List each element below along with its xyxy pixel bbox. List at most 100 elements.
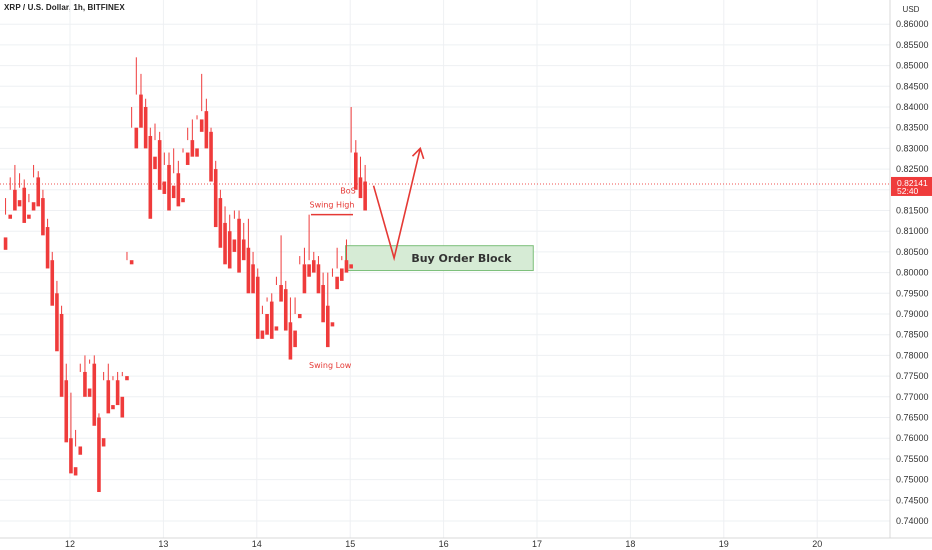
candle[interactable] [293,297,297,348]
candle[interactable] [213,160,218,228]
candle[interactable] [153,123,157,170]
candle[interactable] [260,305,265,339]
candle[interactable] [288,297,293,360]
candle[interactable] [115,371,120,406]
candle[interactable] [265,297,269,335]
candle[interactable] [134,57,139,149]
price-tick-label: 0.78500 [896,330,929,340]
candle[interactable] [106,363,111,414]
candle[interactable] [176,160,181,207]
price-axis-bg[interactable] [890,0,932,550]
candle-body [31,202,36,211]
candle[interactable] [129,107,134,265]
candle[interactable] [344,239,349,273]
candle[interactable] [354,140,358,190]
time-axis-ticks: 12 13 14 15 16 17 18 19 20 [65,539,822,549]
candle[interactable] [185,127,190,165]
candle[interactable] [13,164,17,211]
candle-body [195,148,199,157]
candle[interactable] [101,371,106,447]
candle[interactable] [50,251,55,306]
candle[interactable] [339,256,344,281]
candle[interactable] [232,210,237,252]
candle[interactable] [69,392,73,474]
candle[interactable] [92,355,97,426]
candle[interactable] [241,222,246,261]
candle[interactable] [157,131,162,190]
swing-low-label: Swing Low [309,361,352,370]
candle-body [185,152,190,165]
candle[interactable] [218,189,223,248]
candle[interactable] [41,189,45,236]
candle[interactable] [204,98,209,149]
candle[interactable] [171,148,176,199]
price-tick-label: 0.81000 [896,226,929,236]
candle[interactable] [73,429,78,476]
candle[interactable] [223,206,227,265]
candle[interactable] [59,305,64,397]
candle-body [106,380,111,414]
candle[interactable] [297,256,302,319]
candle[interactable] [363,164,367,211]
candle[interactable] [325,272,330,348]
candle[interactable] [162,152,167,194]
candle[interactable] [321,272,325,323]
candle-body [209,131,213,182]
candle[interactable] [8,177,13,219]
candle[interactable] [274,276,279,331]
candle[interactable] [335,247,339,290]
candle[interactable] [87,359,92,397]
candle-body [87,388,92,397]
candle[interactable] [125,251,129,381]
candle-body [283,289,288,331]
candle[interactable] [349,107,353,269]
candle[interactable] [36,171,41,207]
candle[interactable] [251,251,255,294]
candle[interactable] [358,156,363,199]
candle-body [3,237,8,250]
candle[interactable] [190,119,195,157]
candle-body [162,181,167,194]
candle[interactable] [64,363,69,443]
candle[interactable] [55,280,59,352]
currency-label: USD [903,5,920,14]
candle[interactable] [27,193,31,219]
candle[interactable] [209,127,213,182]
candle[interactable] [31,164,36,211]
candle[interactable] [17,173,22,207]
candle[interactable] [227,214,232,269]
candle[interactable] [97,413,101,493]
candle[interactable] [283,280,288,331]
candle-body [316,264,321,294]
candle[interactable] [143,98,148,149]
candle[interactable] [148,127,153,219]
projection-arrow-path[interactable] [372,148,422,262]
candle[interactable] [78,363,83,455]
candle[interactable] [269,293,274,339]
candle[interactable] [316,256,321,294]
candle[interactable] [83,355,87,397]
candle[interactable] [302,247,307,294]
candle[interactable] [311,251,316,273]
candle-body [293,330,297,348]
candle[interactable] [195,115,199,157]
candle-body [265,314,269,335]
candle[interactable] [279,235,283,302]
candle[interactable] [167,152,171,211]
candle[interactable] [139,73,143,128]
candle[interactable] [3,198,8,250]
candle[interactable] [246,218,251,294]
candle[interactable] [22,179,27,223]
candle[interactable] [111,376,115,410]
candle[interactable] [199,73,204,132]
candle[interactable] [330,268,335,327]
candle[interactable] [45,218,50,269]
candle-body [97,417,101,493]
buy-order-block-zone[interactable] [345,245,534,272]
candle[interactable] [181,148,185,203]
candle[interactable] [237,210,241,273]
candle[interactable] [307,214,311,277]
candle[interactable] [120,371,125,418]
candle[interactable] [255,268,260,339]
